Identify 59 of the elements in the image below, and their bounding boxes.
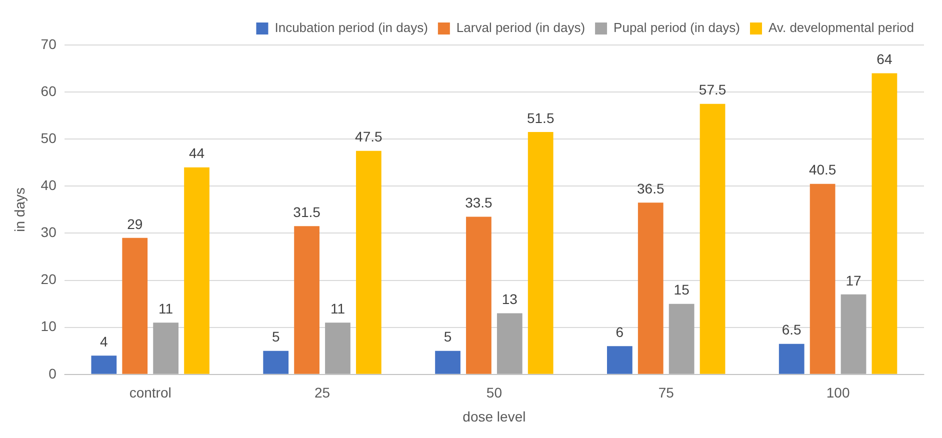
legend-label: Pupal period (in days)	[614, 20, 740, 36]
bar	[356, 150, 382, 374]
bar	[638, 202, 664, 374]
data-label: 64	[876, 51, 892, 68]
bar	[668, 304, 694, 374]
data-label: 6	[616, 324, 624, 340]
x-tick-label: 100	[826, 384, 850, 401]
bar	[325, 322, 350, 374]
data-label: 13	[502, 291, 518, 308]
y-tick-label: 20	[40, 271, 57, 288]
bar	[91, 356, 117, 374]
bar	[528, 132, 554, 374]
bar	[496, 313, 522, 374]
y-tick-label: 0	[48, 365, 57, 382]
x-axis-title: dose level	[462, 408, 526, 424]
data-label: 33.5	[465, 194, 493, 211]
legend-label: Av. developmental period	[768, 20, 914, 36]
data-label: 51.5	[526, 110, 554, 126]
bar	[607, 346, 632, 374]
data-label: 40.5	[808, 162, 836, 178]
bar	[435, 350, 460, 374]
data-label: 4	[100, 333, 108, 350]
data-label: 31.5	[293, 204, 321, 220]
y-tick-label: 30	[40, 224, 57, 240]
x-tick-label: 25	[314, 384, 330, 401]
data-label: 29	[127, 216, 143, 232]
y-tick-label: 10	[40, 318, 57, 334]
bar	[153, 322, 178, 374]
data-label: 44	[188, 145, 205, 162]
x-tick-label: 75	[658, 384, 674, 401]
data-label: 17	[846, 272, 862, 288]
bar	[263, 350, 289, 374]
bar	[872, 73, 898, 374]
data-label: 15	[674, 282, 690, 298]
bar	[184, 167, 210, 374]
bar	[122, 238, 148, 374]
y-tick-label: 50	[40, 130, 57, 146]
data-label: 36.5	[637, 180, 664, 196]
y-axis-title: in days	[11, 188, 28, 232]
y-tick-label: 40	[40, 177, 57, 194]
bar	[466, 216, 492, 374]
data-label: 11	[330, 300, 346, 316]
data-label: 57.5	[698, 82, 726, 98]
y-tick-label: 70	[40, 36, 57, 52]
x-tick-label: control	[129, 384, 172, 401]
bar	[294, 226, 320, 374]
legend-label: Larval period (in days)	[456, 20, 586, 36]
bar	[700, 104, 726, 374]
x-tick-label: 50	[486, 384, 502, 401]
data-label: 11	[158, 300, 174, 316]
y-tick-label: 60	[40, 82, 57, 99]
data-label: 47.5	[355, 128, 383, 145]
data-label: 5	[444, 328, 452, 345]
bar	[778, 344, 804, 374]
data-label: 6.5	[782, 322, 802, 338]
bar	[810, 184, 836, 374]
bar	[840, 294, 866, 374]
data-label: 5	[272, 328, 280, 345]
legend-label: Incubation period (in days)	[274, 20, 428, 36]
